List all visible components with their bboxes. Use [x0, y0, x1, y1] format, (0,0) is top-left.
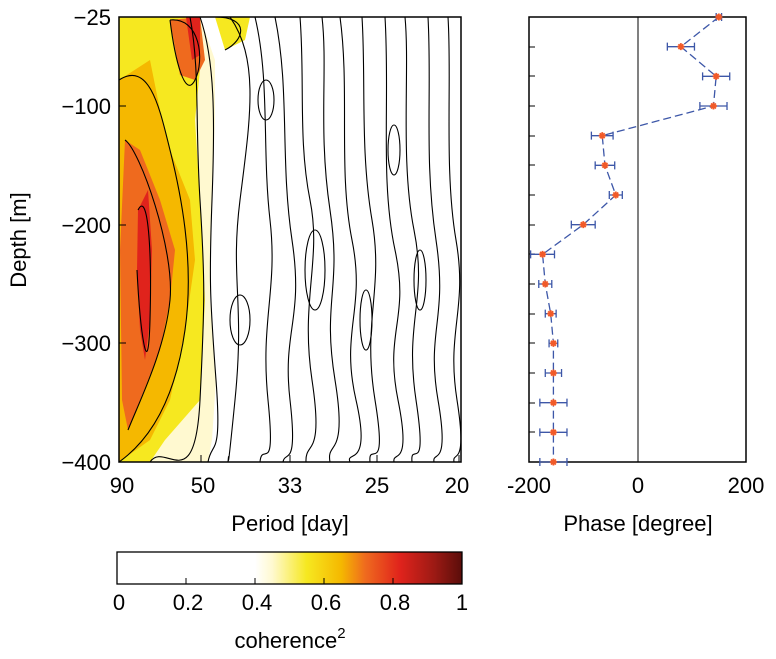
y-axis-label: Depth [m] — [6, 192, 31, 287]
y-axis: −25 −100 −200 −300 −400 Depth [m] — [6, 5, 126, 475]
x-tick-label: 33 — [278, 473, 302, 498]
phase-point — [579, 221, 587, 229]
x-axis: 90 50 33 25 20 Period [day] — [110, 455, 469, 536]
colorbar: 0 0.2 0.4 0.6 0.8 1 coherence2 — [113, 551, 468, 653]
y-tick-label: −200 — [61, 213, 111, 238]
colorbar-tick-label: 1 — [456, 590, 468, 615]
phase-point — [549, 369, 557, 377]
phase-line — [541, 16, 720, 462]
y-tick-label: −300 — [61, 331, 111, 356]
phase-point — [712, 72, 720, 80]
colorbar-label: coherence2 — [234, 625, 345, 653]
x-tick-label: 25 — [365, 473, 389, 498]
coherence-contour-plot: −25 −100 −200 −300 −400 Depth [m] 90 50 … — [6, 5, 469, 536]
y-tick-label: −25 — [74, 5, 111, 30]
phase-point — [612, 191, 620, 199]
colorbar-tick-label: 0.6 — [311, 590, 342, 615]
colorbar-tick-label: 0.2 — [173, 590, 204, 615]
colorbar-tick-label: 0.4 — [242, 590, 273, 615]
colorbar-gradient — [116, 551, 463, 585]
x-tick-label: -200 — [507, 473, 551, 498]
phase-point — [549, 428, 557, 436]
colorbar-label-text: coherence — [234, 628, 337, 653]
colorbar-label-superscript: 2 — [337, 625, 345, 642]
phase-profile-plot: -200 0 200 Phase [degree] — [507, 13, 764, 536]
right-y-ticks — [529, 16, 535, 463]
phase-point — [539, 250, 547, 258]
phase-point — [547, 310, 555, 318]
phase-point — [715, 13, 723, 21]
phase-series — [529, 13, 731, 466]
x-tick-label: 0 — [632, 473, 644, 498]
x-tick-label: 50 — [191, 473, 215, 498]
x-axis-label: Period [day] — [231, 511, 348, 536]
x-axis-label: Phase [degree] — [563, 511, 712, 536]
colorbar-tick-label: 0 — [113, 590, 125, 615]
right-x-axis: -200 0 200 Phase [degree] — [507, 473, 764, 536]
phase-point — [709, 102, 717, 110]
x-tick-label: 90 — [110, 473, 134, 498]
y-tick-label: −100 — [61, 94, 111, 119]
phase-point — [598, 132, 606, 140]
colorbar-tick-label: 0.8 — [380, 590, 411, 615]
phase-point — [549, 458, 557, 466]
x-tick-label: 200 — [728, 473, 765, 498]
phase-point — [549, 399, 557, 407]
x-tick-label: 20 — [445, 473, 469, 498]
y-tick-label: −400 — [61, 450, 111, 475]
phase-point — [549, 339, 557, 347]
phase-point — [677, 43, 685, 51]
contour-lines — [119, 17, 461, 462]
phase-point — [601, 161, 609, 169]
phase-point — [541, 280, 549, 288]
